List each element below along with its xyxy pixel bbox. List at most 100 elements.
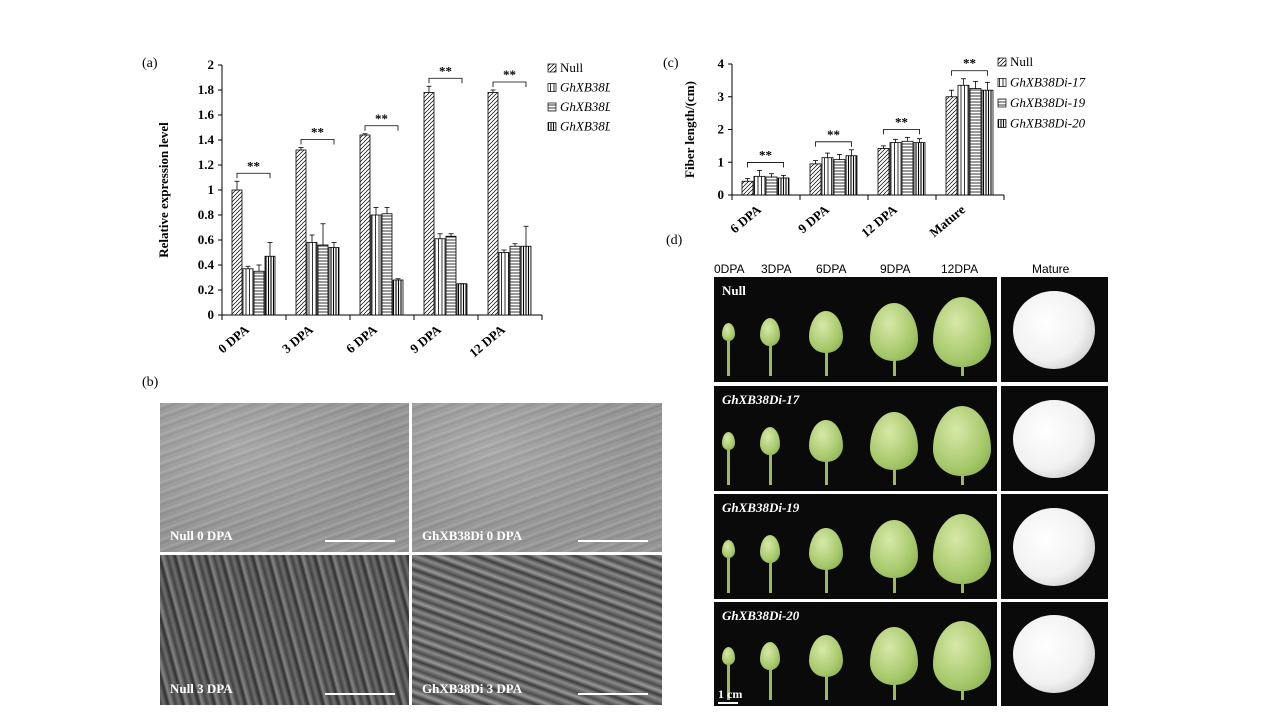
x-tick-label: 3 DPA: [279, 321, 316, 356]
boll-stem: [727, 663, 730, 700]
boll-stem: [825, 567, 828, 593]
boll-stem: [825, 459, 828, 485]
bar: [777, 177, 790, 196]
row-label: Null: [722, 283, 746, 298]
bar: [741, 180, 754, 196]
cotton-boll: [809, 419, 843, 462]
row-label: GhXB38Di-17: [722, 392, 800, 407]
sem-label: GhXB38Di 3 DPA: [422, 681, 523, 696]
x-tick-label: 6 DPA: [343, 321, 380, 356]
legend-label: GhXB38Di-17: [1010, 75, 1086, 90]
cotton-boll: [933, 513, 991, 584]
expression-bar-chart: 0 0.2 0.4 0.6 0.8 1 1.2 1.4 1.6 1.8 2 Relative expr…: [156, 57, 610, 360]
y-tick-label: 1: [718, 154, 725, 169]
y-tick-label: 0.4: [198, 257, 215, 272]
boll-photo-row: GhXB38Di-19: [714, 494, 997, 599]
boll-stem: [893, 467, 896, 485]
cotton-boll: [933, 296, 991, 367]
sem-image-ghxb38di-3dpa: GhXB38Di 3 DPA: [412, 555, 662, 705]
bar: [520, 245, 532, 316]
y-axis-title: Relative expression level: [156, 122, 171, 258]
boll-photo-row: GhXB38Di-17: [714, 386, 997, 491]
y-tick-label: 1.4: [198, 132, 215, 147]
bar: [845, 155, 858, 196]
significance-label: **: [827, 127, 840, 142]
sem-image-null-0dpa: Null 0 DPA: [160, 403, 409, 552]
significance-label: **: [503, 67, 516, 82]
bar: [498, 252, 510, 316]
cotton-fiber: [1013, 615, 1095, 693]
col-head-0dpa: 0DPA: [714, 262, 745, 276]
boll-stem: [893, 575, 896, 593]
col-head-9dpa: 9DPA: [880, 262, 911, 276]
bar: [509, 245, 521, 316]
scale-bar: [325, 693, 395, 695]
bar: [359, 134, 371, 316]
bar: [434, 238, 446, 316]
boll-stem: [961, 581, 964, 593]
bar: [969, 88, 982, 196]
y-tick-label: 3: [718, 89, 725, 104]
bar: [392, 279, 404, 316]
cotton-boll: [760, 317, 780, 346]
y-tick-label: 0.6: [198, 232, 215, 247]
significance-bracket: [883, 128, 920, 135]
scale-bar: [325, 540, 395, 542]
y-tick-label: 1.8: [198, 82, 215, 97]
bar: [753, 175, 766, 196]
row-label: GhXB38Di-20: [722, 608, 800, 623]
fiber-length-bar-chart: 0 1 2 3 4 Fiber length/(cm) ** 6 DPA ** 9 DPA ** 12…: [682, 54, 1086, 240]
cotton-boll: [809, 310, 843, 353]
bar: [913, 142, 926, 196]
y-tick-label: 0.2: [198, 282, 214, 297]
bar: [295, 149, 307, 316]
cotton-boll: [760, 642, 780, 671]
cotton-boll: [721, 322, 735, 341]
sem-image-ghxb38di-0dpa: GhXB38Di 0 DPA: [412, 403, 662, 552]
cotton-boll: [870, 411, 918, 470]
y-tick-label: 2: [208, 57, 215, 72]
significance-label: **: [439, 63, 452, 78]
boll-stem: [727, 338, 730, 376]
boll-stem: [727, 555, 730, 593]
legend-swatch: [997, 119, 1007, 128]
cotton-boll: [870, 302, 918, 361]
bar: [877, 148, 890, 196]
significance-bracket: [236, 172, 271, 179]
legend-swatch: [547, 63, 557, 73]
x-tick-label: 9 DPA: [795, 201, 832, 236]
bar: [231, 189, 243, 316]
bar: [264, 255, 276, 316]
x-tick-label: 9 DPA: [407, 321, 444, 356]
panel-d-letter: (d): [666, 233, 683, 248]
significance-bracket: [492, 81, 527, 87]
bar: [945, 96, 958, 196]
boll-stem: [961, 364, 964, 376]
bar: [821, 157, 834, 196]
y-axis-title: Fiber length/(cm): [682, 81, 697, 178]
legend-swatch: [997, 98, 1007, 108]
legend-label: Null: [1010, 54, 1034, 69]
bar: [981, 89, 994, 196]
significance-bracket: [815, 141, 852, 147]
bar: [889, 142, 902, 196]
significance-bracket: [300, 139, 335, 145]
bar: [456, 283, 468, 316]
boll-stem: [825, 675, 828, 700]
sem-image-null-3dpa: Null 3 DPA: [160, 555, 409, 705]
x-tick-label: 12 DPA: [858, 201, 900, 240]
boll-stem: [769, 668, 772, 700]
sem-label: Null 0 DPA: [170, 528, 233, 543]
significance-bracket: [747, 162, 784, 168]
col-head-12dpa: 12DPA: [941, 262, 979, 276]
x-tick-label: Mature: [926, 202, 968, 240]
y-tick-label: 2: [718, 122, 725, 137]
legend-swatch: [547, 122, 557, 131]
cotton-fiber: [1013, 507, 1095, 586]
legend-label: Null: [560, 60, 584, 75]
bar: [381, 213, 393, 316]
y-tick-label: 0.8: [198, 207, 215, 222]
cotton-boll: [809, 527, 843, 570]
cotton-boll: [933, 405, 991, 476]
cotton-boll: [721, 431, 735, 450]
